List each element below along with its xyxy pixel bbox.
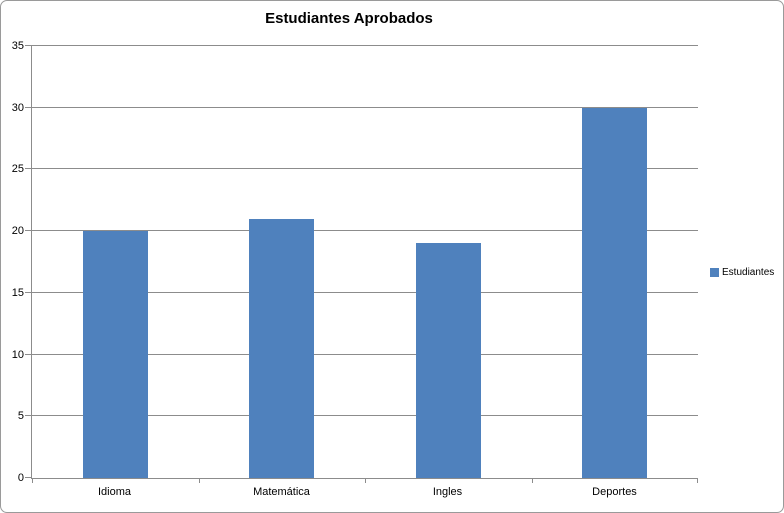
gridline-30 — [32, 107, 698, 108]
legend[interactable]: Estudiantes — [710, 267, 774, 278]
gridline-20 — [32, 230, 698, 231]
bar-deportes[interactable] — [582, 108, 647, 478]
y-axis-tick-35 — [25, 45, 32, 46]
y-axis-label-20: 20 — [11, 225, 24, 237]
y-axis-tick-25 — [25, 168, 32, 169]
gridline-15 — [32, 292, 698, 293]
x-axis-tick-4 — [697, 478, 698, 483]
y-axis-tick-5 — [25, 415, 32, 416]
legend-swatch-icon — [710, 268, 719, 277]
bar-ingles[interactable] — [416, 243, 481, 478]
x-axis-tick-1 — [199, 478, 200, 483]
y-axis-label-35: 35 — [11, 40, 24, 52]
y-axis-label-0: 0 — [17, 472, 24, 484]
y-axis-tick-15 — [25, 292, 32, 293]
y-axis-label-5: 5 — [17, 410, 24, 422]
x-axis-tick-2 — [365, 478, 366, 483]
gridline-10 — [32, 354, 698, 355]
gridline-25 — [32, 168, 698, 169]
legend-label: Estudiantes — [722, 267, 775, 278]
y-axis-tick-0 — [25, 477, 32, 478]
y-axis-label-25: 25 — [11, 163, 24, 175]
y-axis-label-30: 30 — [11, 102, 24, 114]
y-axis-label-10: 10 — [11, 349, 24, 361]
x-axis-label-ingles: Ingles — [432, 486, 463, 498]
plot-area — [25, 45, 698, 483]
gridline-5 — [32, 415, 698, 416]
x-axis-tick-0 — [32, 478, 33, 483]
x-axis-label-deportes: Deportes — [592, 486, 637, 498]
y-axis-tick-10 — [25, 354, 32, 355]
y-axis-tick-30 — [25, 107, 32, 108]
x-axis-label-idioma: Idioma — [97, 486, 132, 498]
y-axis-tick-20 — [25, 230, 32, 231]
y-axis-label-15: 15 — [11, 287, 24, 299]
bar-matematica[interactable] — [249, 219, 314, 478]
gridline-35 — [32, 45, 698, 46]
chart-title[interactable]: Estudiantes Aprobados — [265, 10, 433, 27]
x-axis-label-matematica: Matemática — [253, 486, 310, 498]
x-axis-tick-3 — [532, 478, 533, 483]
bar-idioma[interactable] — [83, 231, 148, 478]
